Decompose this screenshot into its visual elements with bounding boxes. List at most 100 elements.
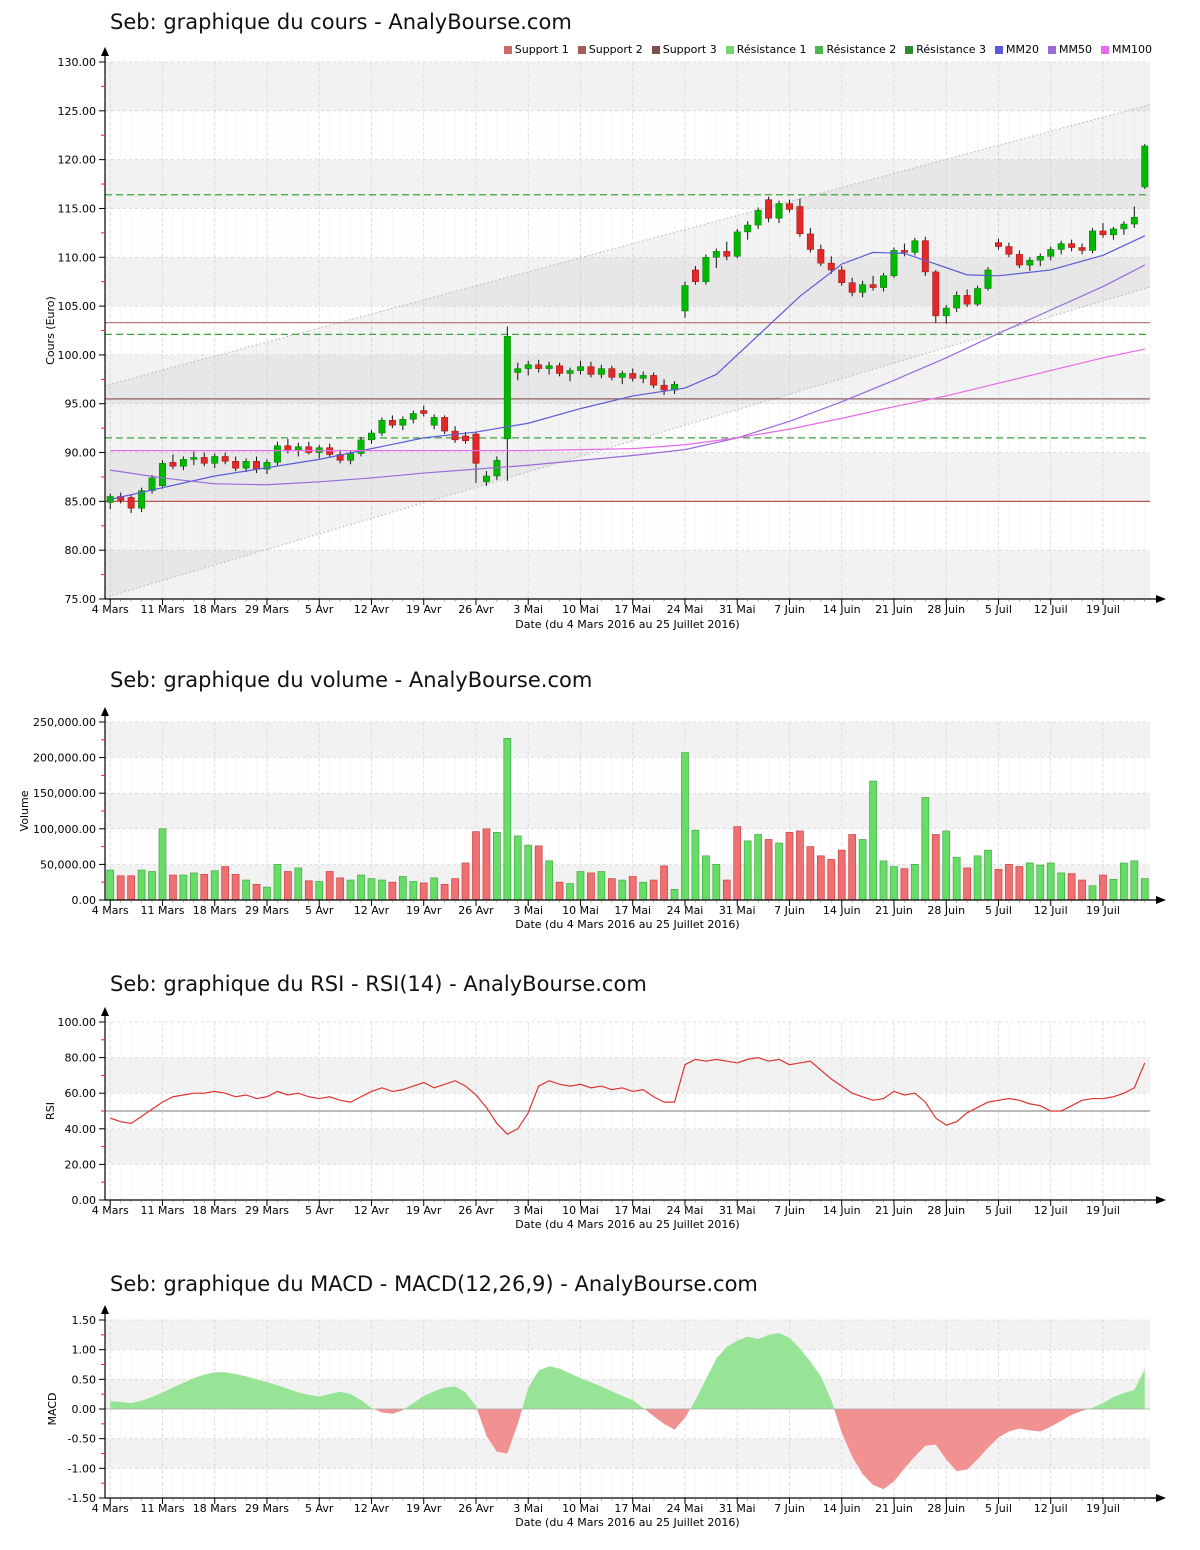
svg-text:21 Juin: 21 Juin	[875, 1204, 913, 1217]
legend-label: Support 2	[588, 43, 643, 56]
svg-text:10 Mai: 10 Mai	[562, 1502, 599, 1515]
svg-text:18 Mars: 18 Mars	[193, 603, 237, 616]
svg-text:5 Juil: 5 Juil	[985, 904, 1012, 917]
svg-text:0.00: 0.00	[72, 1194, 97, 1207]
svg-text:100,000.00: 100,000.00	[33, 823, 96, 836]
svg-text:14 Juin: 14 Juin	[823, 904, 861, 917]
legend-swatch	[725, 45, 734, 54]
svg-text:250,000.00: 250,000.00	[33, 716, 96, 729]
svg-text:120.00: 120.00	[58, 154, 97, 167]
svg-text:MACD: MACD	[46, 1393, 59, 1426]
legend-item: Résistance 3	[905, 43, 986, 56]
legend-item: Support 1	[503, 43, 569, 56]
svg-text:100.00: 100.00	[58, 1016, 97, 1029]
svg-text:5 Avr: 5 Avr	[305, 904, 334, 917]
svg-text:14 Juin: 14 Juin	[823, 603, 861, 616]
legend-label: Résistance 3	[916, 43, 987, 56]
svg-text:11 Mars: 11 Mars	[140, 904, 184, 917]
svg-text:1.00: 1.00	[72, 1344, 97, 1357]
legend-swatch	[995, 45, 1004, 54]
svg-text:4 Mars: 4 Mars	[92, 1502, 129, 1515]
svg-text:-1.50: -1.50	[68, 1492, 96, 1505]
svg-text:90.00: 90.00	[65, 447, 97, 460]
svg-text:5 Avr: 5 Avr	[305, 1204, 334, 1217]
rsi-chart-title: Seb: graphique du RSI - RSI(14) - AnalyB…	[110, 972, 647, 996]
svg-text:5 Juil: 5 Juil	[985, 1204, 1012, 1217]
legend-swatch	[905, 45, 914, 54]
svg-text:5 Avr: 5 Avr	[305, 1502, 334, 1515]
svg-text:26 Avr: 26 Avr	[458, 904, 494, 917]
svg-text:50,000.00: 50,000.00	[40, 858, 96, 871]
svg-text:-1.00: -1.00	[68, 1462, 96, 1475]
svg-text:31 Mai: 31 Mai	[719, 603, 756, 616]
legend-item: Support 2	[577, 43, 643, 56]
svg-text:19 Juil: 19 Juil	[1086, 603, 1120, 616]
legend-item: Résistance 1	[725, 43, 806, 56]
legend-label: Résistance 2	[826, 43, 897, 56]
svg-text:4 Mars: 4 Mars	[92, 904, 129, 917]
svg-text:115.00: 115.00	[58, 202, 97, 215]
svg-text:100.00: 100.00	[58, 349, 97, 362]
svg-text:28 Juin: 28 Juin	[927, 1204, 965, 1217]
price-chart-canvas: 75.00 80.00 85.00 90.00 95.00 100.00 105.00 110…	[44, 47, 1166, 631]
svg-text:17 Mai: 17 Mai	[614, 904, 651, 917]
svg-text:12 Juil: 12 Juil	[1034, 1502, 1068, 1515]
svg-text:Date (du 4 Mars 2016 au 25 Jui: Date (du 4 Mars 2016 au 25 Juillet 2016)	[515, 918, 739, 931]
svg-text:7 Juin: 7 Juin	[774, 904, 805, 917]
svg-text:125.00: 125.00	[58, 105, 97, 118]
svg-text:0.00: 0.00	[72, 1403, 97, 1416]
svg-text:10 Mai: 10 Mai	[562, 1204, 599, 1217]
svg-text:24 Mai: 24 Mai	[667, 1502, 704, 1515]
svg-text:11 Mars: 11 Mars	[140, 603, 184, 616]
svg-text:24 Mai: 24 Mai	[667, 1204, 704, 1217]
rsi-chart-canvas: 0.00 20.00 40.00 60.00 80.00 100.00 4 Mars 11 M…	[44, 1007, 1166, 1231]
svg-text:4 Mars: 4 Mars	[92, 603, 129, 616]
svg-text:105.00: 105.00	[58, 300, 97, 313]
svg-text:29 Mars: 29 Mars	[245, 603, 289, 616]
svg-text:26 Avr: 26 Avr	[458, 1502, 494, 1515]
svg-text:95.00: 95.00	[65, 398, 97, 411]
legend-label: MM50	[1059, 43, 1093, 56]
svg-text:14 Juin: 14 Juin	[823, 1502, 861, 1515]
svg-text:Cours (Euro): Cours (Euro)	[44, 296, 57, 365]
svg-text:17 Mai: 17 Mai	[614, 1204, 651, 1217]
svg-text:RSI: RSI	[44, 1102, 57, 1120]
svg-text:24 Mai: 24 Mai	[667, 904, 704, 917]
svg-text:3 Mai: 3 Mai	[513, 1502, 543, 1515]
svg-text:85.00: 85.00	[65, 495, 97, 508]
svg-text:12 Juil: 12 Juil	[1034, 904, 1068, 917]
svg-text:3 Mai: 3 Mai	[513, 1204, 543, 1217]
svg-text:-0.50: -0.50	[68, 1433, 96, 1446]
legend-label: Support 3	[662, 43, 717, 56]
svg-text:21 Juin: 21 Juin	[875, 904, 913, 917]
svg-text:19 Avr: 19 Avr	[406, 1502, 442, 1515]
svg-text:150,000.00: 150,000.00	[33, 787, 96, 800]
svg-text:26 Avr: 26 Avr	[458, 1204, 494, 1217]
svg-text:4 Mars: 4 Mars	[92, 1204, 129, 1217]
svg-text:29 Mars: 29 Mars	[245, 1502, 289, 1515]
svg-text:24 Mai: 24 Mai	[667, 603, 704, 616]
svg-text:1.50: 1.50	[72, 1314, 97, 1327]
svg-text:12 Avr: 12 Avr	[354, 904, 390, 917]
svg-text:Volume: Volume	[18, 790, 31, 831]
svg-text:17 Mai: 17 Mai	[614, 603, 651, 616]
svg-text:29 Mars: 29 Mars	[245, 904, 289, 917]
svg-text:21 Juin: 21 Juin	[875, 1502, 913, 1515]
svg-text:19 Avr: 19 Avr	[406, 904, 442, 917]
price-chart-title: Seb: graphique du cours - AnalyBourse.co…	[110, 10, 572, 34]
svg-text:130.00: 130.00	[58, 56, 97, 69]
svg-text:18 Mars: 18 Mars	[193, 1502, 237, 1515]
svg-text:28 Juin: 28 Juin	[927, 1502, 965, 1515]
svg-text:80.00: 80.00	[65, 544, 97, 557]
svg-text:11 Mars: 11 Mars	[140, 1204, 184, 1217]
legend-label: MM20	[1006, 43, 1040, 56]
svg-text:7 Juin: 7 Juin	[774, 1204, 805, 1217]
legend-swatch	[1101, 45, 1110, 54]
legend-swatch	[815, 45, 824, 54]
volume-chart-title: Seb: graphique du volume - AnalyBourse.c…	[110, 668, 593, 692]
svg-text:80.00: 80.00	[65, 1052, 97, 1065]
svg-text:31 Mai: 31 Mai	[719, 904, 756, 917]
legend-item: MM100	[1101, 43, 1152, 56]
svg-text:5 Avr: 5 Avr	[305, 603, 334, 616]
svg-text:31 Mai: 31 Mai	[719, 1502, 756, 1515]
